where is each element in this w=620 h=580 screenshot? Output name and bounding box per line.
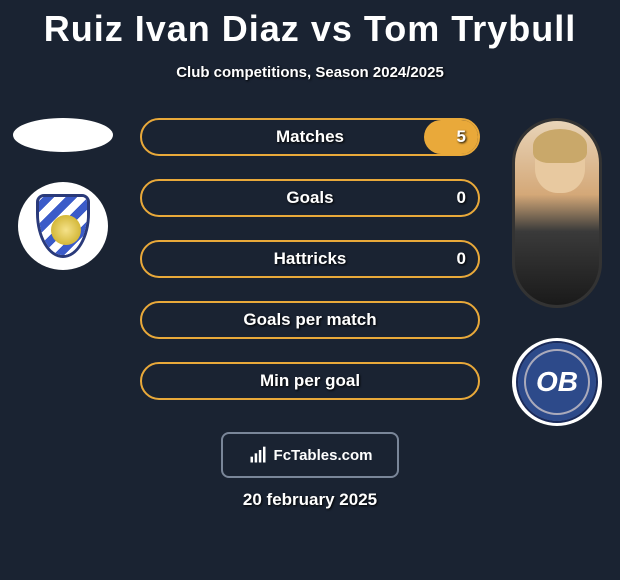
stat-label: Goals [286, 188, 333, 208]
player1-column [8, 118, 118, 270]
player1-club-badge [18, 182, 108, 270]
watermark: FcTables.com [221, 432, 399, 478]
player2-name: Tom Trybull [364, 8, 576, 49]
date-text: 20 february 2025 [243, 490, 377, 510]
stat-row: Goals 0 [140, 179, 480, 217]
stat-value-right: 0 [457, 249, 466, 269]
player1-name: Ruiz Ivan Diaz [44, 8, 300, 49]
stat-row: Matches 5 [140, 118, 480, 156]
stat-fill [424, 120, 478, 154]
stat-value-right: 0 [457, 188, 466, 208]
player2-avatar [512, 118, 602, 308]
stat-label: Matches [276, 127, 344, 147]
comparison-title: Ruiz Ivan Diaz vs Tom Trybull [0, 0, 620, 50]
shield-icon [36, 194, 90, 258]
stat-label: Min per goal [260, 371, 360, 391]
subtitle: Club competitions, Season 2024/2025 [0, 64, 620, 81]
player2-column: OB [502, 118, 612, 426]
stat-value-right: 5 [457, 127, 466, 147]
player2-club-badge: OB [512, 338, 602, 426]
stats-list: Matches 5 Goals 0 Hattricks 0 Goals per match M… [140, 118, 480, 400]
watermark-text: FcTables.com [274, 447, 373, 464]
stat-label: Goals per match [243, 310, 376, 330]
stat-row: Min per goal [140, 362, 480, 400]
chart-icon [248, 445, 268, 465]
club2-badge-text: OB [516, 341, 598, 423]
player1-avatar-placeholder [13, 118, 113, 152]
stat-label: Hattricks [274, 249, 347, 269]
stat-row: Goals per match [140, 301, 480, 339]
vs-separator: vs [311, 8, 353, 49]
stat-row: Hattricks 0 [140, 240, 480, 278]
